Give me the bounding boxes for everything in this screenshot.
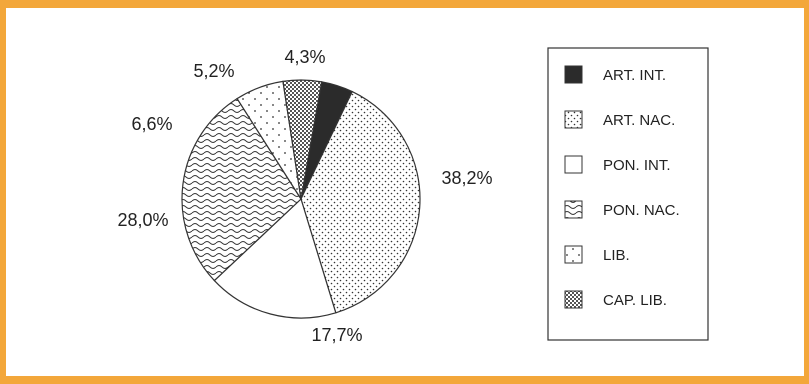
pie-slice-pon-int [213, 197, 337, 319]
legend-swatch [564, 200, 583, 219]
percentage-label: 6,6% [131, 114, 172, 134]
pie-slices [181, 79, 421, 319]
legend-label: LIB. [603, 247, 630, 264]
percentage-label: 17,7% [311, 325, 362, 345]
pie-slice-art-nac [300, 90, 421, 314]
pie-slice-cap-lib [282, 79, 323, 200]
legend-label: ART. INT. [603, 67, 666, 84]
pie-slice-pon-nac [181, 97, 302, 282]
percentage-label: 28,0% [117, 210, 168, 230]
legend-swatch [564, 290, 583, 309]
percentage-label: 5,2% [193, 61, 234, 81]
legend-label: PON. INT. [603, 157, 671, 174]
legend-swatch [564, 245, 583, 264]
legend-label: PON. NAC. [603, 202, 680, 219]
legend-swatch [564, 110, 583, 129]
legend-label: ART. NAC. [603, 112, 675, 129]
legend-label: CAP. LIB. [603, 292, 667, 309]
pie-percentage-labels: 4,3% 38,2% 17,7% 28,0% 6,6% 5,2% [117, 47, 492, 345]
legend: ART. INT. ART. NAC. PON. INT. PON. NAC. LIB.… [547, 47, 709, 341]
legend-swatch [564, 155, 583, 174]
percentage-label: 4,3% [284, 47, 325, 67]
percentage-label: 38,2% [441, 168, 492, 188]
legend-swatch [564, 65, 583, 84]
